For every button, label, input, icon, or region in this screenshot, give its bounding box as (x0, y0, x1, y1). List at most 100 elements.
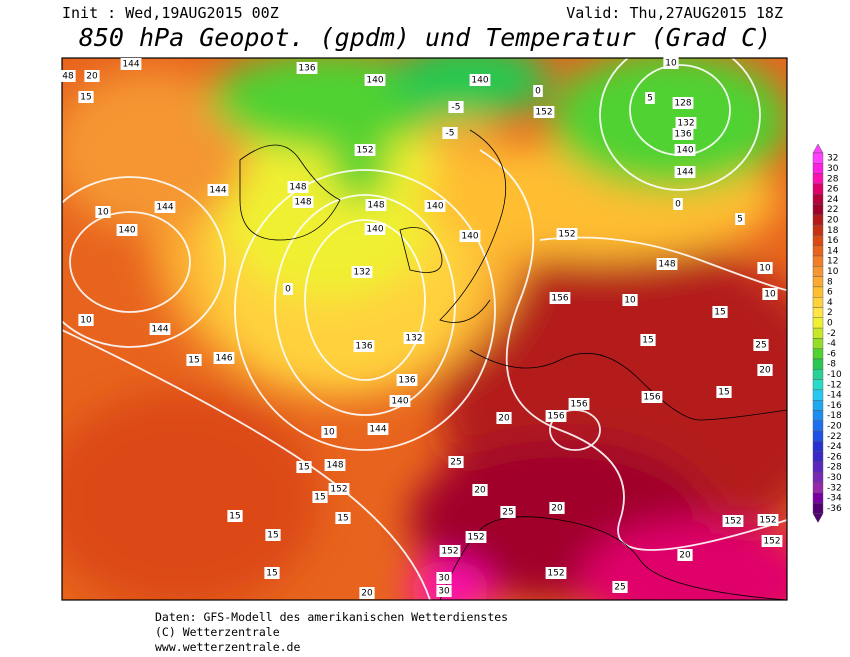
colorbar-label: 18 (827, 226, 839, 236)
label-text: 20 (474, 486, 486, 496)
label-box (612, 581, 628, 593)
label-box (465, 531, 487, 543)
contour-label: 20 (84, 70, 100, 82)
colorbar-swatch (812, 245, 824, 257)
label-text: 152 (763, 537, 780, 547)
label-box (641, 391, 663, 403)
contour-label: 140 (116, 224, 138, 236)
label-box (757, 514, 779, 526)
label-text: 30 (438, 574, 450, 584)
contour-label: 5 (645, 92, 655, 104)
contour-label: 152 (328, 483, 350, 495)
valid-time: Valid: Thu,27AUG2015 18Z (566, 4, 783, 22)
colorbar-swatch (812, 307, 824, 319)
label-text: 140 (471, 76, 488, 86)
label-box (672, 128, 694, 140)
label-text: 48 (62, 72, 74, 82)
label-text: 15 (229, 512, 240, 522)
label-box (722, 515, 744, 527)
label-text: 152 (724, 517, 741, 527)
colorbar-label: 32 (827, 154, 838, 164)
footer-line: (C) Wetterzentrale (155, 625, 280, 639)
footer-line: Daten: GFS-Modell des amerikanischen Wet… (155, 610, 508, 624)
colorbar-swatch (812, 389, 824, 401)
label-text: 148 (326, 461, 343, 471)
colorbar-swatch (812, 492, 824, 504)
colorbar-arrow (812, 513, 824, 524)
label-text: 152 (558, 230, 575, 240)
label-box (549, 292, 571, 304)
contour-label: 30 (436, 572, 452, 584)
colorbar-label: -34 (827, 494, 842, 504)
label-text: 15 (714, 308, 725, 318)
label-text: 132 (405, 334, 422, 344)
label-box (296, 62, 318, 74)
label-box (227, 510, 243, 522)
label-text: 15 (337, 514, 348, 524)
label-text: 10 (97, 208, 109, 218)
init-time: Init : Wed,19AUG2015 00Z (62, 4, 279, 22)
label-text: 25 (502, 508, 513, 518)
colorbar-swatch (812, 338, 824, 349)
label-box (757, 262, 773, 274)
contour-label: 152 (354, 144, 376, 156)
label-box (351, 266, 373, 278)
label-box (364, 223, 386, 235)
label-box (186, 354, 202, 366)
colorbar-swatch (812, 163, 824, 174)
label-text: 20 (361, 589, 373, 599)
label-box (84, 70, 100, 82)
colorbar-swatch (812, 152, 824, 164)
colorbar-swatch (812, 224, 824, 236)
contour-label: 20 (472, 484, 488, 496)
label-box (324, 459, 346, 471)
label-text: 140 (676, 146, 693, 156)
label-box (712, 306, 728, 318)
colorbar-label: 22 (827, 205, 838, 215)
colorbar-swatch (812, 420, 824, 432)
contour-label: 152 (722, 515, 744, 527)
contour-label: 156 (545, 410, 567, 422)
label-text: 20 (86, 72, 98, 82)
contour-label: 15 (640, 334, 656, 346)
contour-label: 152 (556, 228, 578, 240)
label-text: 15 (314, 493, 325, 503)
label-text: 10 (759, 264, 771, 274)
colorbar-label: -26 (827, 452, 842, 462)
colorbar-label: 14 (827, 246, 839, 256)
label-box (545, 567, 567, 579)
contour-label: 25 (753, 339, 769, 351)
label-text: 156 (643, 393, 660, 403)
colorbar-label: 2 (827, 308, 833, 318)
contour-label: 144 (207, 184, 229, 196)
colorbar-label: -16 (827, 401, 842, 411)
colorbar-swatch (812, 173, 824, 185)
label-box (545, 410, 567, 422)
colorbar-label: -36 (827, 504, 842, 514)
contour-label: 140 (459, 230, 481, 242)
label-text: 144 (209, 186, 226, 196)
colorbar-label: -32 (827, 483, 842, 493)
contour-label: 144 (674, 166, 696, 178)
label-box (436, 572, 452, 584)
contour-label: 136 (353, 340, 375, 352)
label-text: 140 (426, 202, 443, 212)
contour-label: 144 (120, 58, 142, 70)
colorbar-label: -12 (827, 380, 842, 390)
contour-label: 152 (761, 535, 783, 547)
label-text: 140 (391, 397, 408, 407)
colorbar-swatch (812, 297, 824, 308)
contour-label: -5 (442, 127, 458, 139)
label-box (396, 374, 418, 386)
label-box (312, 491, 328, 503)
contour-label: 10 (321, 426, 337, 438)
label-box (496, 412, 512, 424)
label-text: 148 (294, 198, 311, 208)
map-frame (61, 57, 788, 601)
contour-label: 25 (612, 581, 628, 593)
label-text: 148 (367, 201, 384, 211)
label-text: -5 (452, 103, 461, 113)
label-text: 152 (441, 547, 458, 557)
contour-label: 156 (549, 292, 571, 304)
